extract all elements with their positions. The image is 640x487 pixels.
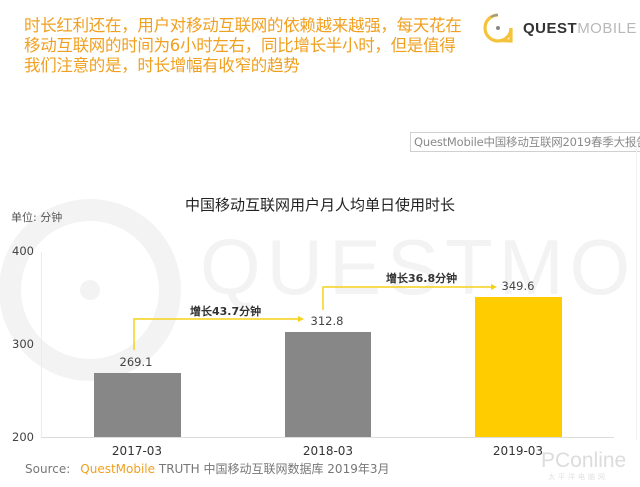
growth-label-2: 增长36.8分钟 — [386, 272, 458, 285]
watermark-ring-icon — [0, 199, 181, 381]
headline-text: 时长红利还在，用户对移动互联网的依赖越来越强，每天花在移动互联网的时间为6小时左… — [24, 16, 462, 75]
y-tick-200: 200 — [12, 430, 34, 444]
chart-title: 中国移动互联网用户月人均单日使用时长 — [184, 196, 455, 214]
unit-label: 单位: 分钟 — [11, 211, 63, 224]
bar-value-2017-03: 269.1 — [119, 355, 153, 369]
source-rest: TRUTH 中国移动互联网数据库 2019年3月 — [158, 462, 390, 476]
pconline-watermark-sub: 太平洋电脑网 — [548, 473, 608, 481]
source-prefix: Source: — [25, 462, 71, 476]
questmobile-logo: QUESTMOBILE — [481, 11, 637, 45]
y-tick-400: 400 — [12, 244, 34, 258]
y-axis — [41, 252, 42, 438]
logo-text-light: MOBILE — [577, 19, 637, 37]
questmobile-logo-icon — [483, 13, 513, 43]
chart-border — [636, 140, 637, 440]
growth-label-1: 增长43.7分钟 — [190, 305, 262, 318]
bar-2018-03 — [285, 332, 371, 437]
bar-value-2018-03: 312.8 — [310, 314, 344, 328]
source-brand: QuestMobile — [80, 462, 156, 476]
pconline-watermark: PConline — [541, 449, 627, 472]
watermark-text: QUESTMOBILE — [200, 223, 640, 311]
bar-2017-03 — [94, 373, 181, 437]
y-tick-300: 300 — [12, 337, 34, 351]
source-line: Source: QuestMobile TRUTH 中国移动互联网数据库 2019… — [25, 460, 389, 477]
x-axis — [41, 437, 614, 438]
x-label-2019-03: 2019-03 — [492, 444, 544, 458]
report-tag: QuestMobile中国移动互联网2019春季大报告 — [410, 132, 640, 152]
logo-text-bold: QUEST — [523, 19, 578, 37]
bar-value-2019-03: 349.6 — [501, 279, 535, 293]
x-label-2018-03: 2018-03 — [302, 444, 354, 458]
bar-2019-03 — [475, 297, 562, 437]
x-label-2017-03: 2017-03 — [111, 444, 163, 458]
